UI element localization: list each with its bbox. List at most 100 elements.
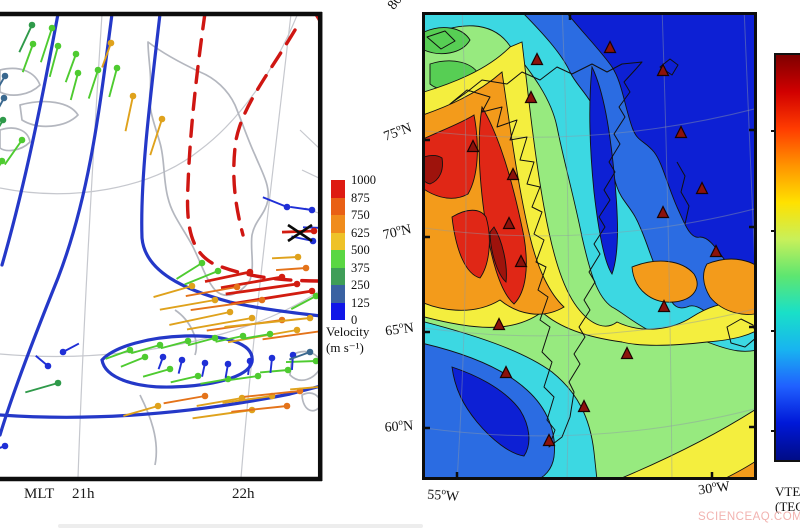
velocity-vector [224, 360, 232, 378]
geo-graticule [424, 14, 755, 478]
legend-tick-label: 875 [351, 190, 370, 205]
velocity-vector [184, 267, 222, 286]
velocity-vector [289, 348, 314, 361]
vtec-label-line1: VTEC [775, 484, 800, 499]
latitude-label: 65oN [384, 319, 415, 340]
velocity-vector [0, 116, 7, 128]
vtec-colorbar [771, 53, 800, 462]
velocity-vector [185, 283, 241, 297]
velocity-vector [163, 392, 209, 405]
gps-station-triangle-icon [656, 205, 670, 219]
velocity-vector [176, 259, 206, 280]
velocity-vector [186, 314, 256, 331]
legend-cell [331, 197, 345, 215]
legend-title-line2: (m s⁻¹) [326, 340, 364, 355]
velocity-vector [4, 136, 26, 166]
velocity-vector [177, 356, 186, 374]
coastline-outlines [0, 41, 319, 466]
velocity-vector [120, 353, 149, 368]
velocity-vector [187, 334, 219, 347]
velocity-colorbar [331, 180, 345, 320]
velocity-vector [39, 24, 56, 63]
velocity-vector [230, 372, 262, 381]
velocity-vector [101, 39, 115, 68]
radar-site-cross-icon [287, 223, 313, 243]
vtec-label-line2: (TECU) [775, 499, 800, 514]
gps-station-markers [466, 40, 723, 447]
velocity-vector [157, 353, 167, 370]
velocity-vector [260, 366, 292, 374]
velocity-vector [142, 365, 174, 378]
velocity-vector [242, 330, 274, 340]
latitude-label: 80oN [385, 0, 406, 13]
gps-station-triangle-icon [530, 52, 544, 66]
polar-graticule [0, 16, 319, 477]
velocity-vector [124, 92, 137, 132]
gps-station-triangle-icon [499, 365, 513, 379]
velocity-vector [108, 64, 121, 98]
legend-cell [331, 180, 345, 198]
gps-station-triangle-icon [656, 63, 670, 77]
latitude-label: 60oN [384, 416, 414, 436]
gps-station-triangle-icon [620, 346, 634, 360]
vtec-filled-contours [424, 14, 755, 478]
legend-tick-label: 625 [351, 225, 370, 240]
velocity-vector [149, 115, 166, 156]
velocity-vector [276, 264, 310, 272]
velocity-vector [64, 50, 80, 83]
velocity-vector [0, 442, 9, 450]
map-frame-ticks [422, 12, 757, 480]
velocity-vector [220, 273, 286, 290]
longitude-label: 30oW [697, 478, 731, 499]
velocity-vector [0, 157, 6, 167]
velocity-vector [268, 354, 276, 374]
colorbar-tick [771, 430, 776, 432]
gps-station-triangle-icon [492, 317, 506, 331]
velocity-colorbar-legend: 1000 875 750 625 500 375 250 125 0 Velocity (m s… [326, 173, 400, 378]
velocity-vector-map [0, 11, 323, 482]
legend-cell [331, 232, 345, 250]
velocity-vector [225, 280, 301, 296]
gps-station-triangle-icon [603, 40, 617, 54]
velocity-vector [271, 253, 302, 261]
legend-tick-label: 0 [351, 313, 358, 327]
right-panel-frame [422, 12, 757, 480]
velocity-vector [169, 308, 234, 326]
velocity-vector [105, 346, 134, 360]
velocity-vector [48, 42, 62, 78]
velocity-vector [18, 21, 36, 53]
legend-cell [331, 215, 345, 233]
colorbar-tick [771, 230, 776, 232]
vtec-colorbar-label: VTEC (TECU) [775, 484, 800, 514]
velocity-vector [0, 94, 8, 108]
velocity-vector [170, 372, 202, 384]
velocity-vector [290, 292, 319, 310]
legend-cell [331, 285, 345, 303]
gps-station-triangle-icon [542, 433, 556, 447]
velocity-vectors [0, 21, 319, 450]
velocity-vector [285, 357, 319, 365]
gps-station-triangle-icon [695, 181, 709, 195]
gps-station-triangle-icon [502, 216, 516, 230]
velocity-vector [204, 268, 254, 283]
velocity-vector [160, 337, 192, 350]
gps-station-triangle-icon [674, 125, 688, 139]
velocity-vector [130, 341, 164, 355]
velocity-vector [290, 205, 316, 214]
velocity-vector [290, 386, 319, 391]
velocity-vector [246, 357, 254, 375]
gps-station-triangle-icon [657, 299, 671, 313]
velocity-vector [153, 282, 196, 298]
legend-cell [331, 267, 345, 285]
velocity-vector [69, 69, 82, 101]
velocity-vector [262, 196, 291, 211]
latitude-label: 75oN [381, 120, 414, 145]
legend-tick-label: 375 [351, 260, 370, 275]
velocity-vector [123, 402, 162, 417]
velocity-vector [35, 354, 52, 370]
gps-station-triangle-icon [577, 399, 591, 413]
greenland-coastline [426, 30, 755, 448]
gps-station-triangle-icon [709, 244, 723, 258]
velocity-vector [0, 72, 9, 87]
